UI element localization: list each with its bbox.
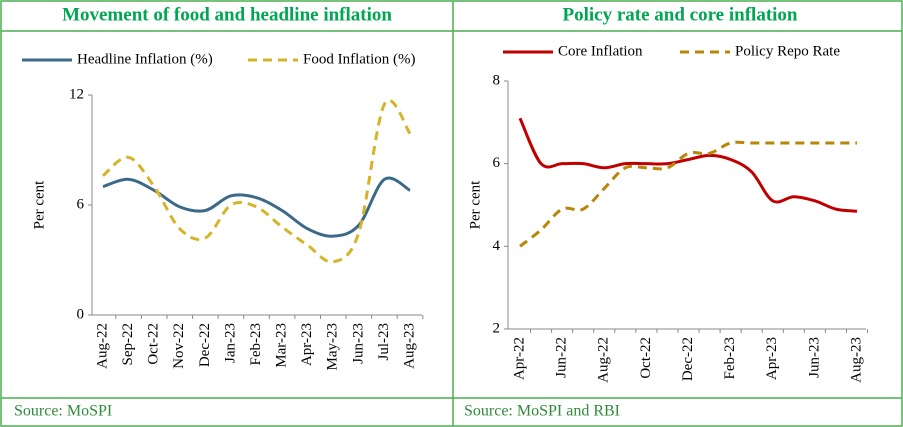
x-tick-label: Apr-23 [299, 323, 315, 366]
x-tick-label: Jun-23 [806, 337, 822, 378]
x-tick-label: Feb-23 [248, 323, 264, 366]
y-tick-label: 6 [493, 155, 501, 171]
x-tick-label: Nov-22 [171, 323, 187, 369]
x-tick-label: Jun-22 [554, 337, 570, 378]
x-tick-label: Aug-23 [848, 337, 864, 383]
x-tick-label: Aug-22 [94, 323, 110, 369]
legend-label: Core Inflation [558, 43, 643, 59]
x-tick-label: Aug-23 [401, 323, 417, 369]
y-tick-label: 8 [493, 72, 501, 88]
series-line [518, 117, 858, 213]
x-tick-label: Sep-22 [120, 323, 136, 366]
x-tick-label: Jul-23 [376, 323, 392, 361]
x-tick-label: Apr-22 [511, 337, 527, 380]
y-tick-label: 0 [77, 306, 85, 322]
series-line [102, 176, 411, 238]
source: Source: MoSPI and RBI [464, 403, 620, 420]
series-line [102, 99, 412, 264]
y-axis-label: Per cent [31, 180, 47, 230]
x-tick-label: Oct-22 [146, 323, 162, 365]
x-tick-label: Jan-23 [222, 323, 238, 363]
chart-title: Movement of food and headline inflation [62, 4, 392, 25]
x-tick-label: May-23 [325, 323, 341, 371]
legend-label: Policy Repo Rate [735, 43, 840, 59]
y-tick-label: 6 [77, 196, 85, 212]
source: Source: MoSPI [14, 403, 112, 420]
x-tick-label: Apr-23 [764, 337, 780, 380]
x-tick-label: Dec-22 [680, 337, 696, 381]
legend-label: Food Inflation (%) [303, 51, 415, 67]
x-tick-label: Oct-22 [638, 337, 654, 379]
series-line [519, 140, 857, 248]
x-tick-label: Feb-23 [722, 337, 738, 380]
chart-title: Policy rate and core inflation [562, 4, 797, 25]
legend-label: Headline Inflation (%) [77, 51, 213, 67]
y-tick-label: 12 [69, 86, 84, 102]
y-axis-label: Per cent [467, 180, 483, 230]
x-tick-label: Jun-23 [350, 323, 366, 364]
y-tick-label: 4 [493, 238, 501, 254]
x-tick-label: Mar-23 [274, 323, 290, 368]
y-tick-label: 2 [493, 320, 501, 336]
x-tick-label: Aug-22 [596, 337, 612, 383]
x-tick-label: Dec-22 [197, 323, 213, 367]
